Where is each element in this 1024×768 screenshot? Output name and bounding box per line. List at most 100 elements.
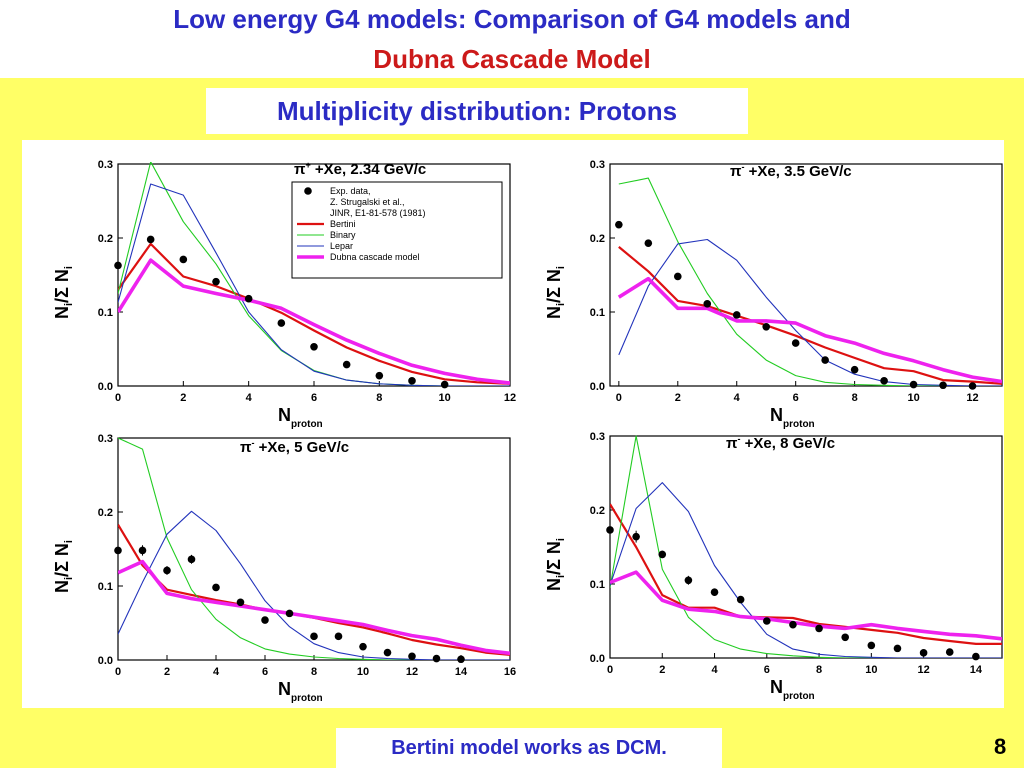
x-axis-label-main: N — [278, 405, 291, 425]
chart-title-particle: π — [294, 161, 306, 178]
y-axis-label-part: i — [555, 538, 567, 541]
y-axis-label-part: i — [63, 303, 75, 306]
chart-title: π- +Xe, 5 GeV/c — [240, 438, 349, 456]
y-tick-label: 0.3 — [98, 159, 113, 171]
chart-title: π- +Xe, 8 GeV/c — [726, 434, 835, 452]
series-binary-line — [610, 435, 1002, 658]
y-tick-label: 0.0 — [590, 653, 605, 665]
exp-data-point — [236, 598, 245, 607]
chart-title-charge: + — [305, 160, 310, 170]
y-axis-label-part: i — [555, 266, 567, 269]
y-axis-label-part: /Σ N — [544, 269, 564, 303]
x-tick-label: 12 — [504, 392, 516, 404]
legend-label: Dubna cascade model — [330, 252, 420, 262]
series-binary-line — [118, 437, 510, 660]
y-axis-label-part: i — [555, 303, 567, 306]
x-tick-label: 4 — [734, 392, 741, 404]
x-tick-label: 14 — [455, 666, 468, 678]
exp-data-point — [285, 609, 294, 618]
y-axis-label-part: /Σ N — [52, 269, 72, 303]
series-bertini-line — [118, 242, 510, 385]
exp-data-point — [277, 319, 286, 327]
series-dcm-line — [610, 570, 1002, 641]
x-tick-label: 10 — [907, 392, 919, 404]
exp-data-point — [383, 648, 392, 657]
exp-data-point — [684, 576, 693, 585]
legend-label: Binary — [330, 230, 356, 240]
legend-label: Z. Strugalski et al., — [330, 197, 405, 207]
exp-data-point — [310, 342, 318, 351]
legend-label: JINR, E1-81-578 (1981) — [330, 208, 426, 218]
y-axis-label: Ni/Σ Ni — [544, 266, 567, 319]
footer-note: Bertini model works as DCM. — [336, 728, 722, 768]
x-tick-label: 10 — [865, 664, 877, 676]
x-axis-label: Nproton — [770, 677, 815, 702]
exp-data-point — [408, 652, 416, 661]
y-tick-label: 0.3 — [590, 431, 605, 443]
x-tick-label: 6 — [311, 392, 317, 404]
exp-data-point — [919, 649, 928, 657]
chart-title-charge: - — [741, 162, 744, 172]
exp-data-point — [163, 566, 171, 575]
x-tick-label: 8 — [311, 666, 317, 678]
plot-frame — [609, 435, 1003, 659]
exp-data-point — [606, 526, 614, 534]
x-tick-label: 6 — [262, 666, 268, 678]
exp-data-point — [821, 356, 829, 364]
exp-data-point — [763, 617, 771, 625]
y-axis-label-part: i — [63, 540, 75, 543]
y-axis-label-part: /Σ N — [52, 543, 72, 577]
y-tick-label: 0.3 — [98, 433, 113, 445]
slide-title-line1: Low energy G4 models: Comparison of G4 m… — [173, 4, 851, 34]
x-tick-label: 10 — [357, 666, 369, 678]
x-tick-label: 0 — [115, 392, 121, 404]
y-tick-label: 0.0 — [98, 381, 113, 393]
exp-data-point — [791, 339, 800, 347]
y-tick-label: 0.1 — [590, 307, 605, 319]
x-tick-label: 14 — [970, 664, 983, 676]
chart-4: 0 2 4 6 8 10 12 140.00.10.20.3Ni/Σ NiNprotonπ- … — [544, 431, 1003, 702]
exp-data-point — [375, 371, 384, 380]
exp-data-point — [261, 616, 269, 624]
x-axis-label-main: N — [770, 677, 783, 697]
chart-title-particle: π — [730, 163, 742, 180]
plot-frame — [117, 437, 511, 661]
x-tick-label: 12 — [917, 664, 929, 676]
exp-data-point — [114, 261, 122, 270]
y-axis-label-part: N — [544, 306, 564, 319]
exp-data-point — [644, 239, 653, 247]
exp-data-point — [945, 648, 954, 656]
y-axis-label-part: i — [63, 577, 75, 580]
slide-subtitle: Multiplicity distribution: Protons — [206, 88, 748, 134]
exp-data-point — [114, 546, 122, 555]
x-tick-label: 10 — [439, 392, 451, 404]
exp-data-point — [841, 633, 849, 642]
exp-data-point — [658, 550, 667, 559]
x-axis-label-sub: proton — [783, 419, 815, 430]
y-axis-label-part: /Σ N — [544, 541, 564, 575]
exp-data-point — [909, 380, 918, 389]
exp-data-point — [867, 641, 876, 650]
y-axis-label-part: i — [63, 266, 75, 269]
y-tick-label: 0.3 — [590, 159, 605, 171]
series-binary-line — [118, 162, 510, 386]
exp-data-point — [342, 360, 351, 369]
y-tick-label: 0.0 — [590, 381, 605, 393]
x-tick-label: 4 — [711, 664, 718, 676]
exp-data-point — [179, 255, 188, 264]
exp-data-point — [212, 277, 220, 286]
chart-title-charge: - — [251, 438, 254, 448]
y-axis-label-part: N — [52, 580, 72, 593]
x-axis-label: Nproton — [770, 405, 815, 430]
series-bertini-line — [618, 246, 1002, 385]
series-lepar-line — [618, 238, 1002, 386]
exp-data-point — [334, 632, 343, 641]
x-tick-label: 12 — [406, 666, 418, 678]
exp-data-point — [359, 642, 367, 651]
y-axis-label-part: N — [52, 306, 72, 319]
x-axis-label-main: N — [770, 405, 783, 425]
exp-data-point — [850, 365, 859, 374]
x-tick-label: 16 — [504, 666, 516, 678]
